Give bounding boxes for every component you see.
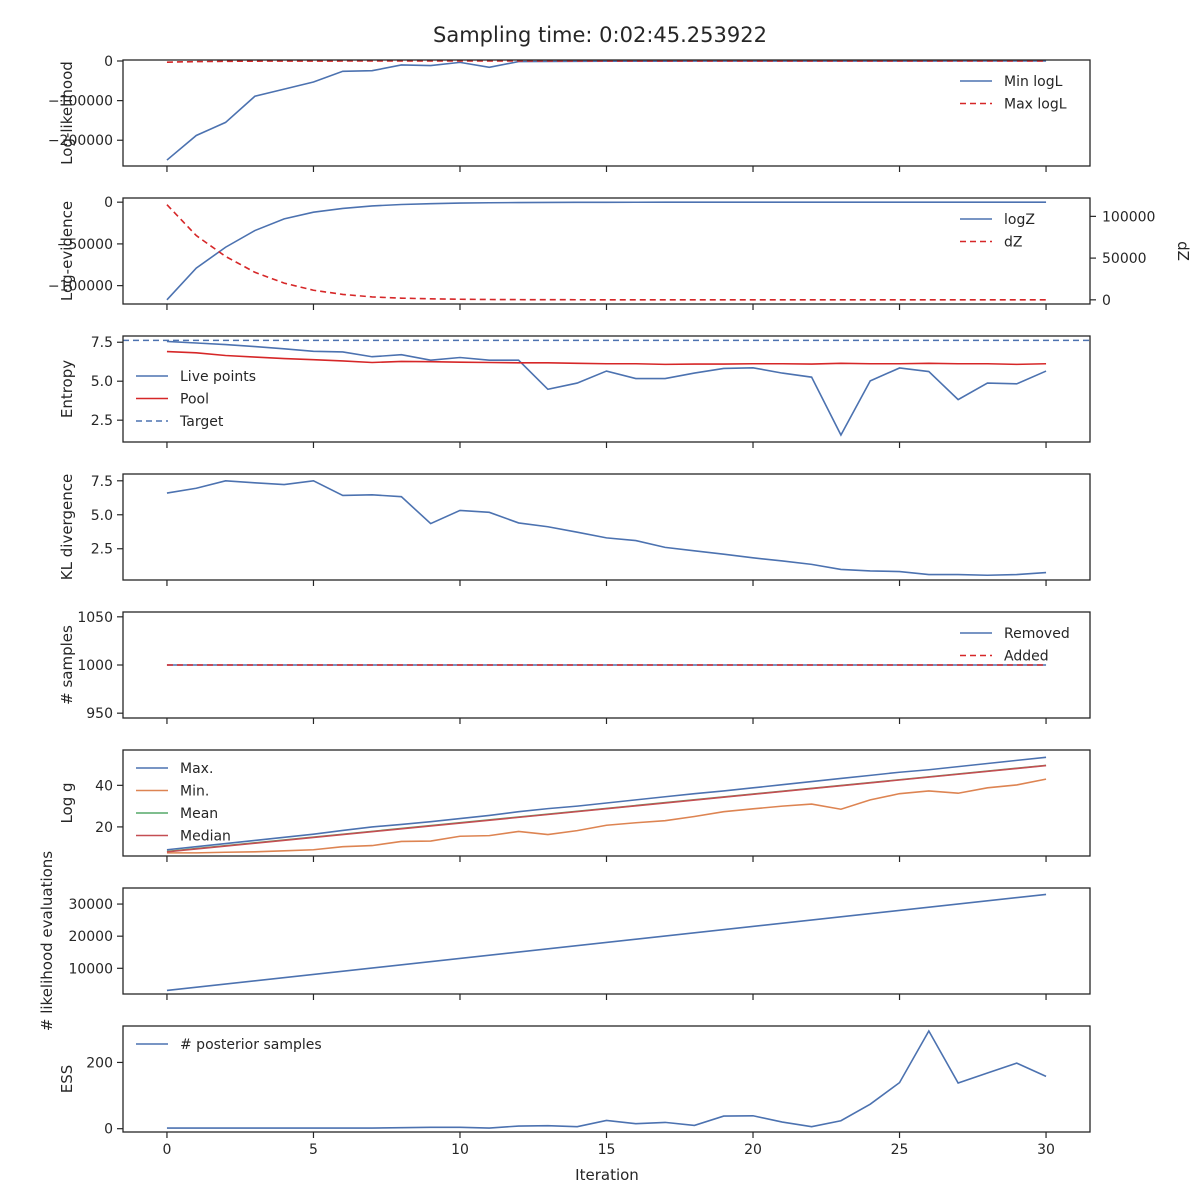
x-tick-label: 15 [598,1142,616,1158]
y-tick-label: 5.0 [91,374,113,390]
y-tick-label: 40 [95,778,113,794]
y-tick-label: 7.5 [91,474,113,490]
series-line [166,778,1047,854]
legend-label: Max. [180,761,213,777]
y-axis-label: # likelihood evaluations [38,851,56,1031]
y-axis-label: Log-likelihood [58,61,76,165]
series-line [166,204,1047,301]
panel-4: 7.5 5.0 2.5 KL divergence [58,473,1091,586]
y-tick-label: 1000 [77,658,113,674]
legend-label: dZ [1004,235,1022,251]
legend-label: Pool [180,392,209,408]
panel-frame [122,473,1091,581]
y-axis-label: Log g [58,782,76,823]
x-tick-label: 5 [309,1142,318,1158]
panel-frame [122,1025,1091,1133]
y-tick-label: 2.5 [91,413,113,429]
series-line [166,893,1047,992]
panel-6: 40 20 Log g Max. Min. Mean Median [58,749,1091,862]
y-tick-label: 0 [104,54,113,70]
legend-label: logZ [1004,212,1035,228]
panel-3: 7.5 5.0 2.5 Entropy Live points Pool Target [58,335,1091,448]
plot-area [166,201,1047,301]
y-axis-label: Entropy [58,360,76,418]
y-tick-label: 0 [104,1122,113,1138]
y-right-tick-label: 0 [1102,293,1111,309]
x-tick-label: 30 [1037,1142,1055,1158]
y-tick-label: 950 [86,706,113,722]
series-line [166,764,1047,853]
y-tick-label: 20000 [68,929,113,945]
x-axis-label: Iteration [575,1166,639,1184]
y-tick-label: −100000 [48,94,113,110]
x-tick-label: 0 [162,1142,171,1158]
plot-area [123,339,1090,437]
legend-label: Target [179,414,224,430]
y-axis-label: Log-evidence [58,201,76,301]
series-line [166,756,1047,851]
legend-label: Min logL [1004,74,1063,90]
y-tick-label: 7.5 [91,335,113,351]
panel-frame [122,887,1091,995]
y-tick-label: 20 [95,820,113,836]
y-tick-label: −200000 [48,133,113,149]
plot-area [166,756,1047,854]
plot-area [166,893,1047,992]
y-tick-label: 1050 [77,610,113,626]
series-line [166,340,1047,437]
legend-label: Median [180,829,231,845]
y-tick-label: 30000 [68,897,113,913]
series-line [166,479,1047,577]
panel-frame [122,335,1091,443]
panel-5: 1050 1000 950 # samples Removed Added [58,610,1091,724]
y-tick-label: 10000 [68,961,113,977]
figure-title: Sampling time: 0:02:45.253922 [433,23,767,47]
y-right-axis-label: dZ [1174,241,1192,261]
x-tick-label: 25 [891,1142,909,1158]
y-tick-label: 5.0 [91,508,113,524]
legend-label: Added [1004,649,1049,665]
y-tick-label: 0 [104,195,113,211]
legend-label: # posterior samples [180,1037,322,1053]
plot-area [166,60,1047,161]
y-tick-label: 200 [86,1055,113,1071]
series-line [166,201,1047,301]
legend-label: Max logL [1004,97,1067,113]
legend-label: Min. [180,784,209,800]
x-tick-label: 20 [744,1142,762,1158]
series-line [166,60,1047,161]
panel-frame [122,197,1091,305]
series-line [166,1029,1047,1129]
legend-label: Mean [180,806,218,822]
y-axis-label: ESS [58,1065,76,1094]
y-tick-label: −50000 [57,237,113,253]
y-right-tick-label: 50000 [1102,251,1147,267]
panel-frame [122,749,1091,857]
x-tick-label: 10 [451,1142,469,1158]
y-axis-label: # samples [58,625,76,705]
panel-frame [122,611,1091,719]
legend-label: Removed [1004,626,1070,642]
panel-8: 200 0 0 5 10 15 20 25 30 ESS # posterior samples [58,1025,1091,1158]
y-right-tick-label: 100000 [1102,209,1155,225]
y-axis-label: KL divergence [58,474,76,580]
plot-area [166,1029,1047,1129]
panel-7: 30000 20000 10000 # likelihood evaluations [38,851,1091,1031]
series-line [166,60,1047,63]
plot-area [166,479,1047,577]
panel-frame [122,59,1091,167]
series-line [166,350,1047,366]
y-tick-label: 2.5 [91,542,113,558]
panel-2: 0 −50000 −100000 100000 50000 0 dZ Log-evidence… [48,195,1192,310]
y-tick-label: −100000 [48,279,113,295]
legend-label: Live points [180,369,256,385]
